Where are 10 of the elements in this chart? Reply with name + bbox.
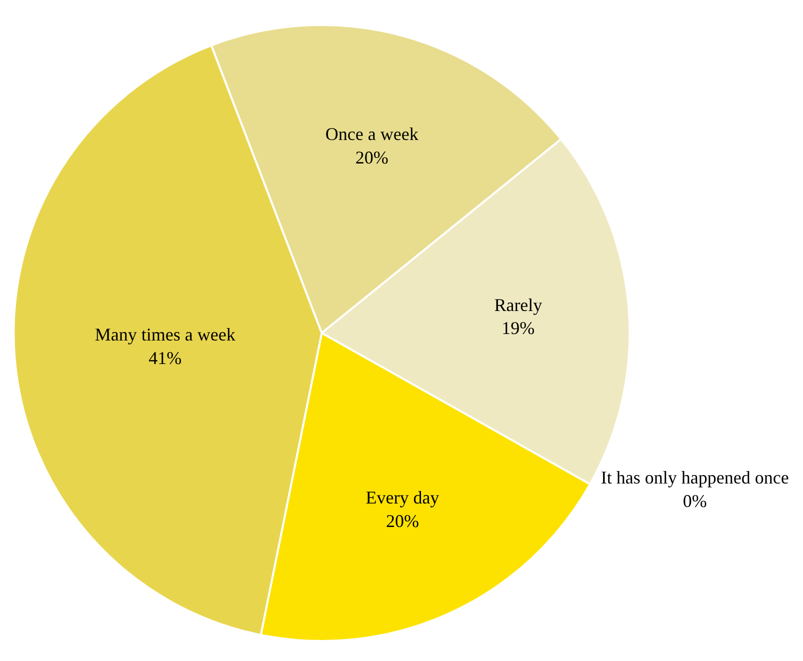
slice-label: Rarely xyxy=(494,294,542,315)
text: 0% xyxy=(682,491,707,512)
category-label: It has only happened once xyxy=(600,468,789,488)
data-label: 19% xyxy=(502,318,535,338)
slice-label: Many times a week xyxy=(94,324,236,344)
slice-label: Once a week xyxy=(325,124,418,144)
data-label: 20% xyxy=(355,147,388,168)
slice-label: Every day xyxy=(366,488,440,508)
data-label: 41% xyxy=(148,348,182,368)
data-label: 20% xyxy=(386,511,419,532)
